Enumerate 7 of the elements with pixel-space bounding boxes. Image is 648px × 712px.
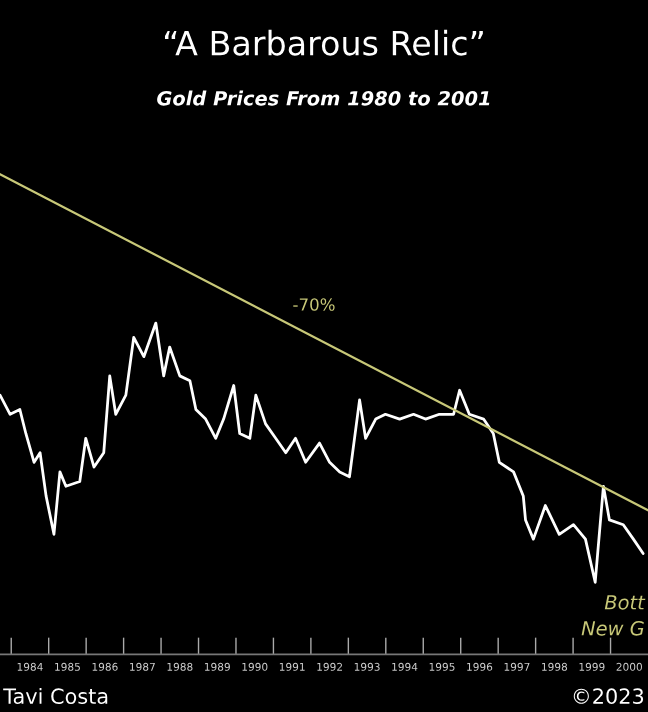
chart-title: “A Barbarous Relic” [164, 29, 483, 56]
annotation: Bott [604, 595, 646, 610]
annotation: -70% [293, 298, 335, 311]
text: ©2023 [573, 688, 644, 705]
annotation: New G [581, 620, 644, 636]
text: Tavi Costa [3, 687, 108, 705]
chart-subtitle: Gold Prices From 1980 to 2001 [157, 90, 490, 106]
